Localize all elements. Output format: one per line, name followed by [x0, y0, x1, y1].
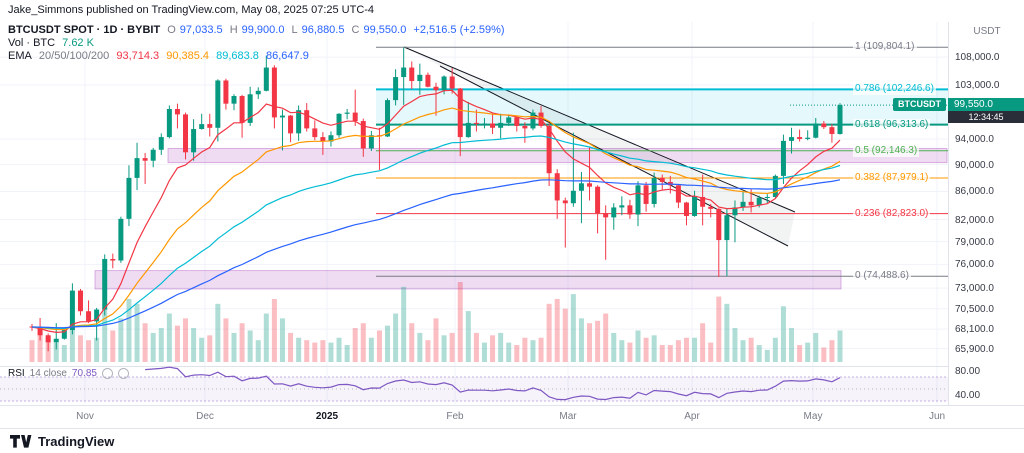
price-axis-label: 82,000.0	[955, 214, 994, 226]
rsi-label: RSI	[8, 368, 25, 379]
fib-level-label: 0.382 (87,979.1)	[853, 172, 931, 185]
price-axis-label: 79,000.0	[955, 236, 994, 248]
fib-level-label: 0.786 (102,246.6)	[853, 83, 936, 96]
price-axis-label: 70,500.0	[955, 303, 994, 315]
fib-level-label: 0.618 (96,313.6)	[853, 118, 931, 131]
symbol-price-label: BTCUSDT	[893, 98, 946, 112]
volume-legend-value: 7.62 K	[62, 37, 94, 49]
rsi-eye-icon[interactable]	[101, 368, 113, 379]
price-axis-label: 90,000.0	[955, 159, 994, 171]
ema50-value: 90,385.4	[166, 50, 210, 62]
fib-level-label: 0.5 (92,146.3)	[853, 144, 920, 157]
price-axis-label: 103,000.0	[955, 80, 1000, 92]
tradingview-logo-icon[interactable]	[10, 434, 32, 449]
ema-legend-params: 20/50/100/200	[38, 50, 110, 62]
volume-legend-label: Vol · BTC	[8, 37, 56, 49]
ohlc-close-value: 99,550.0	[363, 24, 407, 36]
fib-level-label: 0 (74,488.6)	[853, 270, 911, 283]
rsi-params: 14 close	[29, 368, 67, 379]
ohlc-close-label: C	[351, 24, 360, 36]
price-axis-label: 108,000.0	[955, 52, 1000, 64]
ohlc-high-value: 99,900.0	[241, 24, 285, 36]
fib-level-label: 0.236 (82,823.0)	[853, 207, 931, 220]
price-axis-label: 65,900.0	[955, 343, 994, 355]
chart-legend: BTCUSDT SPOT · 1D · BYBIT O 97,033.5 H 99,…	[8, 24, 509, 63]
attribution-text: Jake_Simmons published on TradingView.co…	[8, 4, 375, 16]
rsi-axis-label: 80.00	[955, 366, 981, 377]
rsi-axis-label: 40.00	[955, 390, 981, 401]
time-axis-label: Nov	[76, 411, 94, 422]
rsi-value: 70.85	[71, 368, 97, 379]
time-axis-label: 2025	[315, 411, 339, 422]
price-axis[interactable]: USDT 108,000.0 103,000.0 94,000.0 90,000.0 8…	[948, 22, 1024, 405]
bar-countdown-badge: 12:34:45	[948, 111, 1024, 124]
rsi-legend-row: RSI 14 close 70.85	[8, 368, 129, 379]
price-change-value: +2,516.5 (+2.59%)	[413, 24, 505, 36]
symbol-title[interactable]: BTCUSDT SPOT · 1D · BYBIT	[8, 24, 161, 36]
current-price-badge: 99,550.0	[948, 98, 1024, 112]
time-axis-label: May	[803, 411, 823, 422]
price-axis-label: 94,000.0	[955, 133, 994, 145]
time-axis[interactable]: Nov Dec 2025 Feb Mar Apr May Jun	[0, 405, 1024, 429]
ohlc-high-label: H	[229, 24, 238, 36]
ohlc-open-label: O	[167, 24, 176, 36]
time-axis-label: Dec	[196, 411, 214, 422]
ema100-value: 89,683.8	[216, 50, 259, 62]
footer: TradingView	[0, 428, 1024, 453]
fib-level-label: 1 (109,804.1)	[853, 41, 917, 54]
time-axis-label: Jun	[928, 411, 946, 422]
price-axis-currency: USDT	[973, 26, 1001, 37]
price-axis-label: 86,000.0	[955, 186, 994, 198]
ohlc-open-value: 97,033.5	[179, 24, 223, 36]
price-chart-canvas[interactable]	[0, 0, 948, 405]
volume-legend-row: Vol · BTC 7.62 K	[8, 37, 509, 50]
time-axis-label: Mar	[559, 411, 577, 422]
time-axis-label: Apr	[684, 411, 700, 422]
price-axis-label: 73,000.0	[955, 283, 994, 295]
ohlc-low-value: 96,880.5	[301, 24, 345, 36]
ema-legend-row: EMA 20/50/100/200 93,714.3 90,385.4 89,6…	[8, 50, 509, 63]
price-axis-label: 68,100.0	[955, 324, 994, 336]
time-axis-label: Feb	[446, 411, 464, 422]
price-axis-label: 76,000.0	[955, 259, 994, 271]
ema20-value: 93,714.3	[116, 50, 160, 62]
ema-legend-label: EMA	[8, 50, 32, 62]
tradingview-logo-text[interactable]: TradingView	[38, 433, 115, 449]
rsi-settings-icon[interactable]	[117, 368, 129, 379]
ema200-value: 86,647.9	[266, 50, 309, 62]
ohlc-low-label: L	[291, 24, 298, 36]
symbol-legend-row: BTCUSDT SPOT · 1D · BYBIT O 97,033.5 H 99,…	[8, 24, 509, 37]
